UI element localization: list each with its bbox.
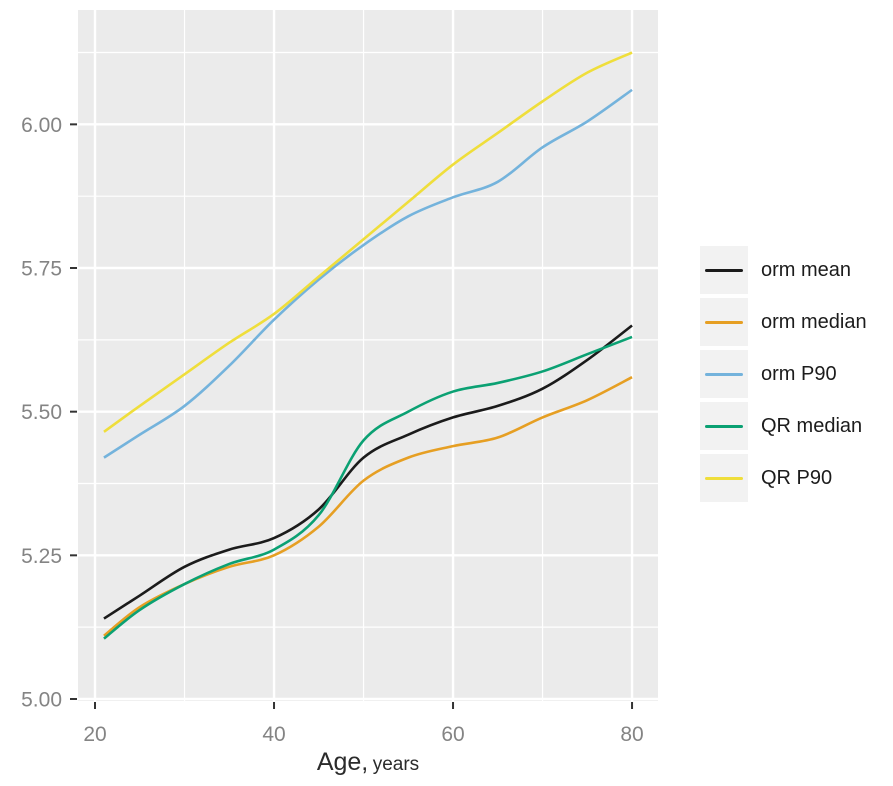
legend: orm mean orm median orm P90 QR median QR… bbox=[700, 246, 867, 506]
x-axis-title: Age, years bbox=[78, 748, 658, 777]
legend-key bbox=[700, 350, 748, 398]
legend-key bbox=[700, 402, 748, 450]
legend-label: orm median bbox=[761, 310, 867, 333]
svg-text:5.50: 5.50 bbox=[21, 401, 62, 424]
svg-text:5.75: 5.75 bbox=[21, 258, 62, 281]
svg-text:40: 40 bbox=[262, 723, 285, 746]
svg-text:5.00: 5.00 bbox=[21, 688, 62, 711]
legend-key bbox=[700, 454, 748, 502]
legend-line-icon bbox=[705, 372, 743, 376]
legend-label: QR P90 bbox=[761, 466, 833, 489]
legend-line-icon bbox=[705, 320, 743, 324]
legend-line-icon bbox=[705, 476, 743, 480]
legend-line-icon bbox=[705, 424, 743, 428]
legend-line-icon bbox=[705, 268, 743, 272]
x-axis-title-main: Age, bbox=[316, 748, 369, 776]
svg-text:6.00: 6.00 bbox=[21, 114, 62, 137]
svg-text:20: 20 bbox=[83, 723, 106, 746]
svg-text:80: 80 bbox=[620, 723, 643, 746]
legend-key bbox=[700, 246, 748, 294]
legend-item-qr-median: QR median bbox=[700, 402, 867, 450]
legend-label: orm mean bbox=[761, 258, 852, 281]
legend-key bbox=[700, 298, 748, 346]
x-axis-title-units: years bbox=[372, 754, 420, 775]
svg-text:5.25: 5.25 bbox=[21, 545, 62, 568]
svg-text:60: 60 bbox=[441, 723, 464, 746]
legend-item-qr-p90: QR P90 bbox=[700, 454, 867, 502]
legend-item-orm-p90: orm P90 bbox=[700, 350, 867, 398]
legend-label: QR median bbox=[761, 414, 863, 437]
legend-item-orm-median: orm median bbox=[700, 298, 867, 346]
legend-label: orm P90 bbox=[761, 362, 837, 385]
legend-item-orm-mean: orm mean bbox=[700, 246, 867, 294]
